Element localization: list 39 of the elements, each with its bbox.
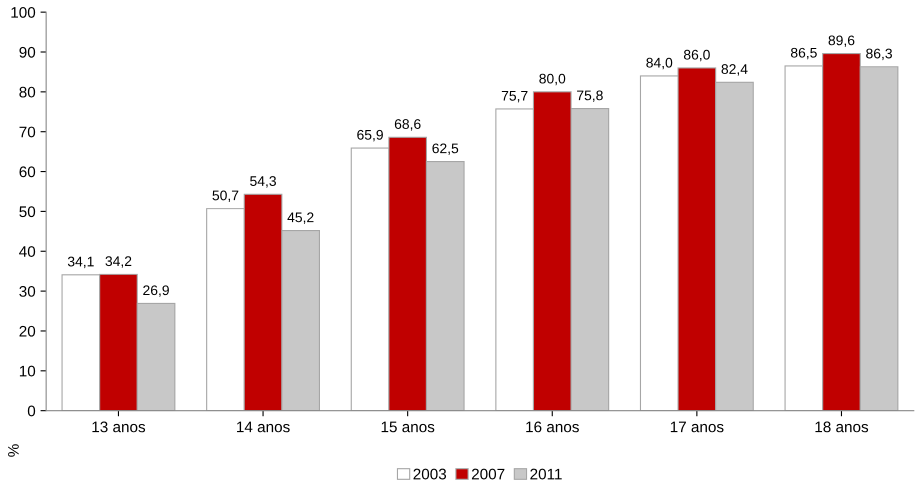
data-label: 26,9 — [143, 285, 169, 297]
x-tick-label: 16 anos — [526, 421, 579, 432]
y-tick-label: 60 — [20, 166, 36, 178]
data-label: 82,4 — [722, 64, 748, 76]
data-label: 89,6 — [828, 35, 854, 47]
y-tick-label: 90 — [19, 46, 36, 58]
y-tick-label: 50 — [19, 206, 36, 218]
x-tick-label: 15 anos — [382, 422, 434, 432]
y-tick-label: 0 — [28, 406, 36, 416]
data-label: 50,7 — [212, 190, 238, 202]
y-tick-label: 30 — [19, 286, 36, 297]
data-label: 86,3 — [866, 48, 892, 60]
y-tick-label: 40 — [19, 246, 36, 257]
data-label: 62,5 — [432, 143, 458, 155]
y-tick-label: 20 — [20, 326, 36, 337]
data-label: 34,2 — [105, 256, 132, 268]
y-tick-label: 100 — [11, 7, 36, 18]
x-tick-label: 17 anos — [670, 422, 724, 432]
data-label: 86,0 — [684, 50, 710, 62]
legend-label: 2003 — [414, 468, 446, 480]
data-label: 45,2 — [287, 212, 314, 224]
x-tick-label: 14 anos — [237, 422, 290, 432]
legend-label: 2011 — [530, 468, 562, 480]
data-label: 65,9 — [357, 130, 383, 142]
x-tick-label: 18 anos — [815, 421, 868, 432]
data-label: 54,3 — [250, 176, 276, 188]
data-label: 80,0 — [539, 74, 566, 86]
data-label: 68,6 — [394, 119, 421, 131]
data-label: 75,7 — [502, 91, 528, 102]
y-tick-label: 80 — [19, 86, 36, 98]
data-label: 84,0 — [646, 58, 672, 70]
y-tick-label: 70 — [20, 126, 36, 138]
x-tick-label: 13 anos — [92, 421, 146, 432]
y-axis-title: % — [8, 444, 19, 457]
data-label: 75,8 — [577, 90, 603, 102]
y-tick-label: 10 — [20, 366, 36, 377]
data-label: 86,5 — [790, 48, 817, 60]
data-label: 34,1 — [68, 256, 94, 268]
legend-label: 2007 — [472, 468, 504, 480]
